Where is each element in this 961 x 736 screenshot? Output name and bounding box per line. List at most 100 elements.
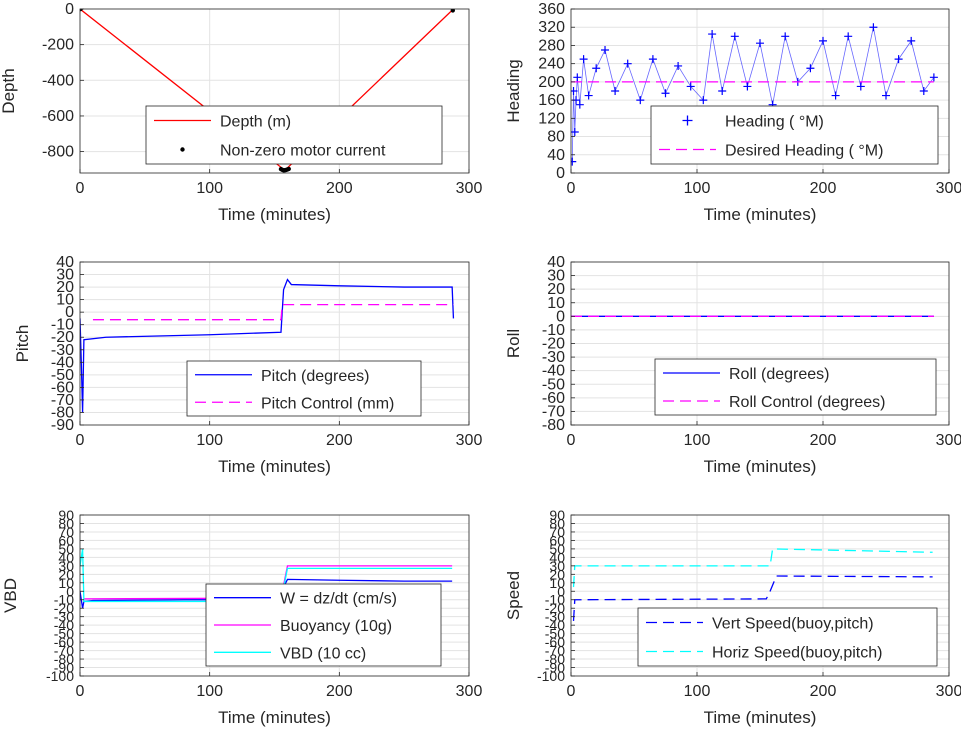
y-tick-label: 0 [65,1,74,18]
x-tick-label: 200 [810,432,837,449]
y-tick-label: -50 [51,367,74,384]
y-tick-label: -50 [542,376,565,393]
legend-box [637,607,938,667]
data-layer [80,278,455,413]
legend-label: Desired Heading ( °M) [725,143,883,160]
legend: Pitch (degrees) Pitch Control (mm) [186,360,422,417]
data-layer [80,9,455,173]
y-tick-label: 0 [556,308,565,325]
legend: Depth (m) Non-zero motor current [145,105,443,165]
y-tick-label: -90 [545,660,565,676]
x-tick-label: 300 [936,180,961,197]
legend: W = dz/dt (cm/s) Buoyancy (10g) VBD (10 cc… [205,583,442,667]
y-axis-label: Depth [0,68,18,113]
axes-box [79,261,470,426]
y-tick-label: -200 [42,37,74,54]
series-pitch-1 [92,303,454,321]
data-point [80,9,83,12]
x-tick-label: 200 [326,180,353,197]
y-tick-label: 80 [58,515,74,531]
y-tick-label: 10 [549,575,565,591]
y-tick-label: -10 [542,322,565,339]
y-tick-label: 0 [65,304,74,321]
y-tick-label: 70 [58,524,74,540]
y-tick-label: 0 [556,165,565,182]
legend-box [654,358,937,416]
legend-label: Heading ( °M) [725,114,824,131]
y-tick-label: -60 [54,634,74,650]
legend: Vert Speed(buoy,pitch) Horiz Speed(buoy,p… [637,607,938,667]
x-axis-label: Time (minutes) [704,457,817,476]
y-tick-label: -100 [46,668,74,684]
legend-marker [682,115,693,126]
y-tick-label: -30 [542,349,565,366]
legend-label: Non-zero motor current [220,143,386,160]
y-tick-label: -20 [542,336,565,353]
y-tick-label: 20 [56,279,74,296]
y-tick-label: 30 [549,558,565,574]
y-tick-label: -70 [545,643,565,659]
legend: Roll (degrees) Roll Control (degrees) [654,358,937,416]
y-tick-label: 40 [547,147,565,164]
series-pitch-0 [80,278,455,413]
chart-roll: 0 100 200 300403020100-10-20-30-40-50-60-70… [504,254,961,476]
y-tick-label: 50 [549,541,565,557]
y-axis-label: Heading [504,59,523,122]
x-tick-label: 200 [326,432,353,449]
x-axis-label: Time (minutes) [704,205,817,224]
y-tick-label: -40 [51,354,74,371]
chart-vbd: 0 100 200 3009080706050403020100-10-20-30-4… [1,507,482,727]
legend-box [145,105,443,165]
y-tick-label: 30 [58,558,74,574]
y-axis-label: Roll [504,329,523,358]
y-tick-label: -80 [542,417,565,434]
legend-label: VBD (10 cc) [280,645,366,662]
x-tick-label: 100 [684,180,711,197]
x-tick-label: 100 [684,683,711,700]
y-tick-label: -10 [51,317,74,334]
y-axis-label: VBD [1,578,20,613]
y-tick-label: -20 [51,329,74,346]
y-tick-label: -10 [54,592,74,608]
x-axis-label: Time (minutes) [218,457,331,476]
x-tick-label: 300 [936,683,961,700]
legend: Heading ( °M) Desired Heading ( °M) [650,105,939,165]
y-tick-label: 30 [56,267,74,284]
data-point [450,9,455,13]
chart-pitch: 0 100 200 300403020100-10-20-30-40-50-60-70… [13,254,482,476]
y-tick-label: -30 [51,342,74,359]
y-tick-label: -60 [542,390,565,407]
y-tick-label: 10 [56,292,74,309]
axes-box [79,514,470,677]
y-tick-label: -100 [537,668,565,684]
x-tick-label: 0 [567,683,576,700]
legend-label: Depth (m) [220,114,291,131]
y-tick-label: 40 [547,254,565,271]
y-axis-label: Pitch [13,325,32,363]
y-tick-label: -40 [542,363,565,380]
chart-speed: 0 100 200 3009080706050403020100-10-20-30-4… [504,507,961,727]
y-tick-label: 20 [547,281,565,298]
y-tick-label: -90 [51,417,74,434]
data-point [286,166,291,172]
y-tick-label: 60 [58,532,74,548]
y-tick-label: -10 [545,592,565,608]
y-tick-label: -40 [54,617,74,633]
axes-box [79,8,470,174]
y-tick-label: 80 [547,129,565,146]
series-heading-0 [571,27,935,162]
y-tick-label: 90 [549,507,565,523]
x-tick-label: 200 [810,180,837,197]
y-tick-label: -400 [42,72,74,89]
y-tick-label: -20 [545,600,565,616]
legend-label: Pitch Control (mm) [261,395,394,412]
y-tick-label: -50 [545,626,565,642]
chart-heading: 0 100 200 30004080120160200240280320360Time… [504,1,961,224]
x-tick-label: 0 [76,432,85,449]
y-tick-label: 10 [547,295,565,312]
y-tick-label: 160 [538,92,565,109]
y-tick-label: 0 [66,583,74,599]
data-point [929,73,938,82]
y-tick-label: 40 [549,549,565,565]
